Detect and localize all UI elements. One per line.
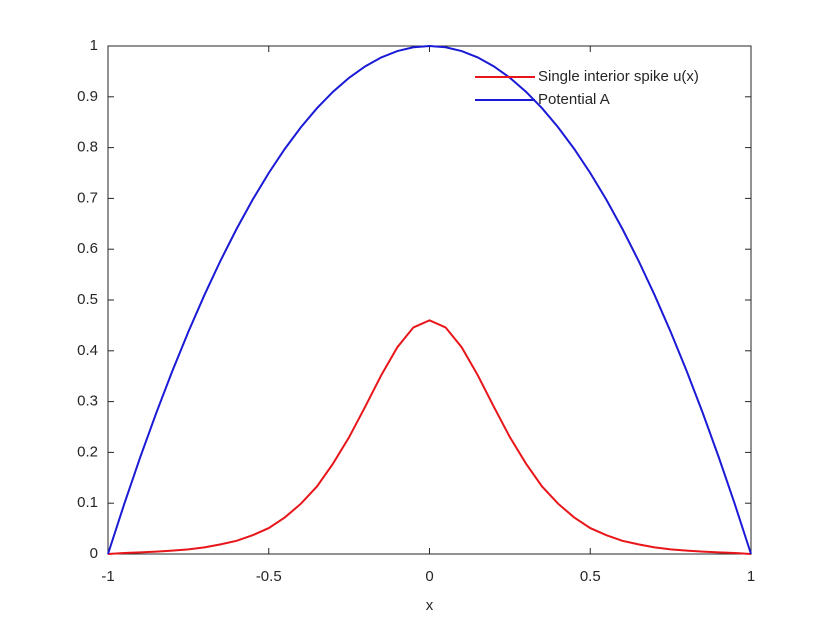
series-line: [107, 44, 752, 555]
y-tick-label: 0.2: [77, 443, 98, 460]
x-tick-label: 1: [747, 568, 755, 585]
y-tick-label: 0.4: [77, 342, 98, 359]
x-tick-label: 0: [425, 568, 433, 585]
legend-label: Potential A: [538, 91, 610, 108]
y-tick-label: 0.1: [77, 494, 98, 511]
series-line: [107, 319, 752, 555]
x-axis-label: x: [426, 597, 434, 614]
legend-label: Single interior spike u(x): [538, 68, 699, 85]
y-tick-label: 0.8: [77, 139, 98, 156]
y-tick-label: 0.7: [77, 189, 98, 206]
y-tick-label: 0.5: [77, 291, 98, 308]
x-tick-label: -1: [101, 568, 114, 585]
axes-box: [107, 45, 752, 555]
x-tick-label: -0.5: [256, 568, 282, 585]
y-tick-label: 0.3: [77, 393, 98, 410]
y-tick-label: 0: [90, 545, 98, 562]
x-tick-label: 0.5: [580, 568, 601, 585]
y-tick-label: 1: [90, 37, 98, 54]
y-tick-label: 0.9: [77, 88, 98, 105]
y-tick-label: 0.6: [77, 240, 98, 257]
